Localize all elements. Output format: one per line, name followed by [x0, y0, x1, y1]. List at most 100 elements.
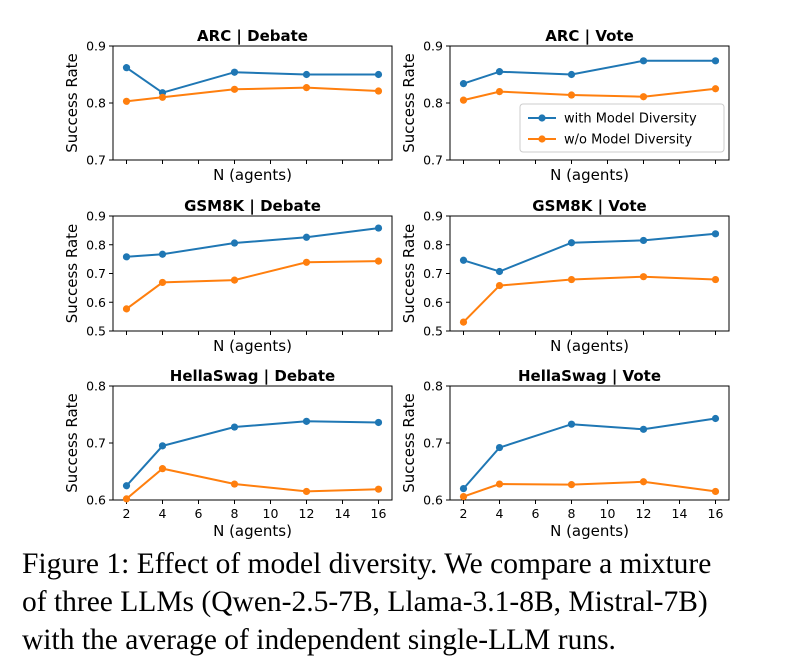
x-tick-label: 10	[263, 506, 279, 521]
y-tick-label: 0.7	[86, 153, 106, 168]
legend-label: w/o Model Diversity	[564, 133, 692, 148]
data-point-without-diversity	[158, 93, 167, 101]
x-tick-label: 8	[231, 506, 239, 521]
data-point-without-diversity	[122, 495, 131, 503]
y-axis-label: Success Rate	[63, 53, 81, 153]
data-point-without-diversity	[567, 481, 576, 489]
caption-line-3: with the average of independent single-L…	[22, 624, 616, 656]
data-point-with-diversity	[374, 224, 383, 232]
data-point-without-diversity	[639, 93, 648, 101]
y-tick-label: 0.7	[86, 436, 106, 451]
y-tick-label: 0.8	[86, 96, 106, 111]
data-point-with-diversity	[495, 267, 504, 276]
data-point-with-diversity	[711, 414, 720, 423]
figure-caption: Figure 1: Effect of model diversity. We …	[22, 545, 802, 659]
legend-swatch-marker	[538, 135, 546, 143]
y-axis-label: Success Rate	[63, 393, 81, 493]
y-tick-label: 0.6	[86, 295, 106, 310]
chart-panel-5: HellaSwag | Debate 0.6 0.7 0.8 2 4 6 8 10 12 14 16 N…	[63, 367, 393, 540]
x-axis-label: N (agents)	[550, 337, 629, 355]
data-point-without-diversity	[495, 281, 504, 290]
y-tick-label: 0.8	[86, 379, 106, 394]
chart-panel-6: HellaSwag | Vote 0.6 0.7 0.8 2 4 6 8 10 12 14 16 N (…	[400, 367, 730, 540]
series-line-with-diversity	[125, 420, 379, 487]
x-tick-label: 10	[600, 506, 616, 521]
y-tick-label: 0.7	[423, 266, 443, 281]
caption-line-1: Figure 1: Effect of model diversity. We …	[22, 548, 712, 580]
y-axis-label: Success Rate	[400, 224, 418, 324]
data-point-with-diversity	[230, 239, 239, 247]
chart-panel-1: ARC | Debate 0.7 0.8 0.9 N (agents) Success R…	[63, 27, 393, 184]
data-point-without-diversity	[230, 85, 239, 93]
data-point-without-diversity	[302, 258, 311, 266]
x-tick-label: 12	[636, 506, 652, 521]
data-point-without-diversity	[459, 492, 468, 501]
data-point-without-diversity	[230, 480, 239, 488]
data-point-without-diversity	[122, 305, 131, 313]
data-point-without-diversity	[495, 88, 504, 96]
x-tick-label: 2	[460, 506, 468, 521]
data-point-without-diversity	[122, 97, 131, 105]
data-point-with-diversity	[122, 482, 131, 490]
data-point-with-diversity	[639, 425, 648, 433]
x-axis-label: N (agents)	[213, 522, 292, 540]
data-point-without-diversity	[302, 84, 311, 92]
legend-swatch-marker	[538, 114, 546, 122]
data-point-with-diversity	[495, 443, 504, 452]
data-point-with-diversity	[302, 70, 311, 79]
legend-box	[519, 103, 725, 153]
chart-title: HellaSwag | Debate	[170, 367, 335, 386]
series-line-with-diversity	[462, 417, 716, 490]
data-point-without-diversity	[230, 276, 239, 284]
data-point-without-diversity	[158, 278, 167, 287]
chart-title: GSM8K | Debate	[184, 197, 321, 216]
y-tick-label: 0.7	[86, 266, 106, 281]
data-point-with-diversity	[711, 57, 720, 65]
plot-frame	[112, 385, 393, 501]
x-tick-label: 4	[496, 506, 504, 521]
data-point-with-diversity	[567, 70, 576, 79]
data-point-with-diversity	[639, 57, 648, 65]
data-point-without-diversity	[374, 87, 383, 95]
data-point-without-diversity	[567, 91, 576, 99]
data-point-with-diversity	[122, 64, 131, 72]
series-line-with-diversity	[463, 232, 716, 273]
x-axis-label: N (agents)	[550, 522, 629, 540]
chart-panel-2: ARC | Vote 0.7 0.8 0.9 N (agents) Success Rat…	[400, 27, 730, 184]
data-point-with-diversity	[495, 68, 504, 76]
data-point-without-diversity	[459, 318, 468, 326]
plot-frame	[449, 215, 730, 332]
plot-frame	[112, 215, 393, 332]
figure-panels: ARC | Debate 0.7 0.8 0.9 N (agents) Success R…	[63, 27, 730, 540]
data-point-with-diversity	[122, 253, 131, 261]
data-point-without-diversity	[374, 485, 383, 493]
y-tick-label: 0.8	[423, 96, 443, 111]
x-tick-label: 12	[299, 506, 315, 521]
caption-line-2: of three LLMs (Qwen-2.5-7B, Llama-3.1-8B…	[22, 586, 708, 618]
data-point-without-diversity	[158, 465, 167, 473]
x-axis-label: N (agents)	[213, 337, 292, 355]
series-line-without-diversity	[125, 467, 379, 500]
y-tick-label: 0.5	[86, 324, 106, 339]
data-point-without-diversity	[711, 487, 720, 496]
y-tick-label: 0.6	[423, 493, 443, 508]
data-point-without-diversity	[639, 478, 648, 486]
chart-panel-3: GSM8K | Debate 0.5 0.6 0.7 0.8 0.9 N (agents) S…	[63, 197, 393, 355]
y-tick-label: 0.7	[423, 436, 443, 451]
data-point-without-diversity	[495, 480, 504, 488]
chart-title: GSM8K | Vote	[532, 197, 646, 216]
y-tick-label: 0.5	[423, 324, 443, 339]
y-axis-label: Success Rate	[400, 393, 418, 493]
chart-panel-4: GSM8K | Vote 0.5 0.6 0.7 0.8 0.9 N (agents) Suc…	[400, 197, 730, 355]
y-tick-label: 0.8	[423, 237, 443, 252]
data-point-without-diversity	[302, 487, 311, 496]
y-tick-label: 0.7	[423, 153, 443, 168]
data-point-with-diversity	[459, 485, 468, 493]
data-point-with-diversity	[459, 256, 468, 264]
y-tick-label: 0.9	[423, 39, 443, 54]
data-point-without-diversity	[639, 273, 648, 281]
data-point-with-diversity	[158, 442, 167, 450]
data-point-without-diversity	[459, 96, 468, 104]
data-point-with-diversity	[302, 417, 311, 425]
data-point-without-diversity	[374, 257, 383, 265]
